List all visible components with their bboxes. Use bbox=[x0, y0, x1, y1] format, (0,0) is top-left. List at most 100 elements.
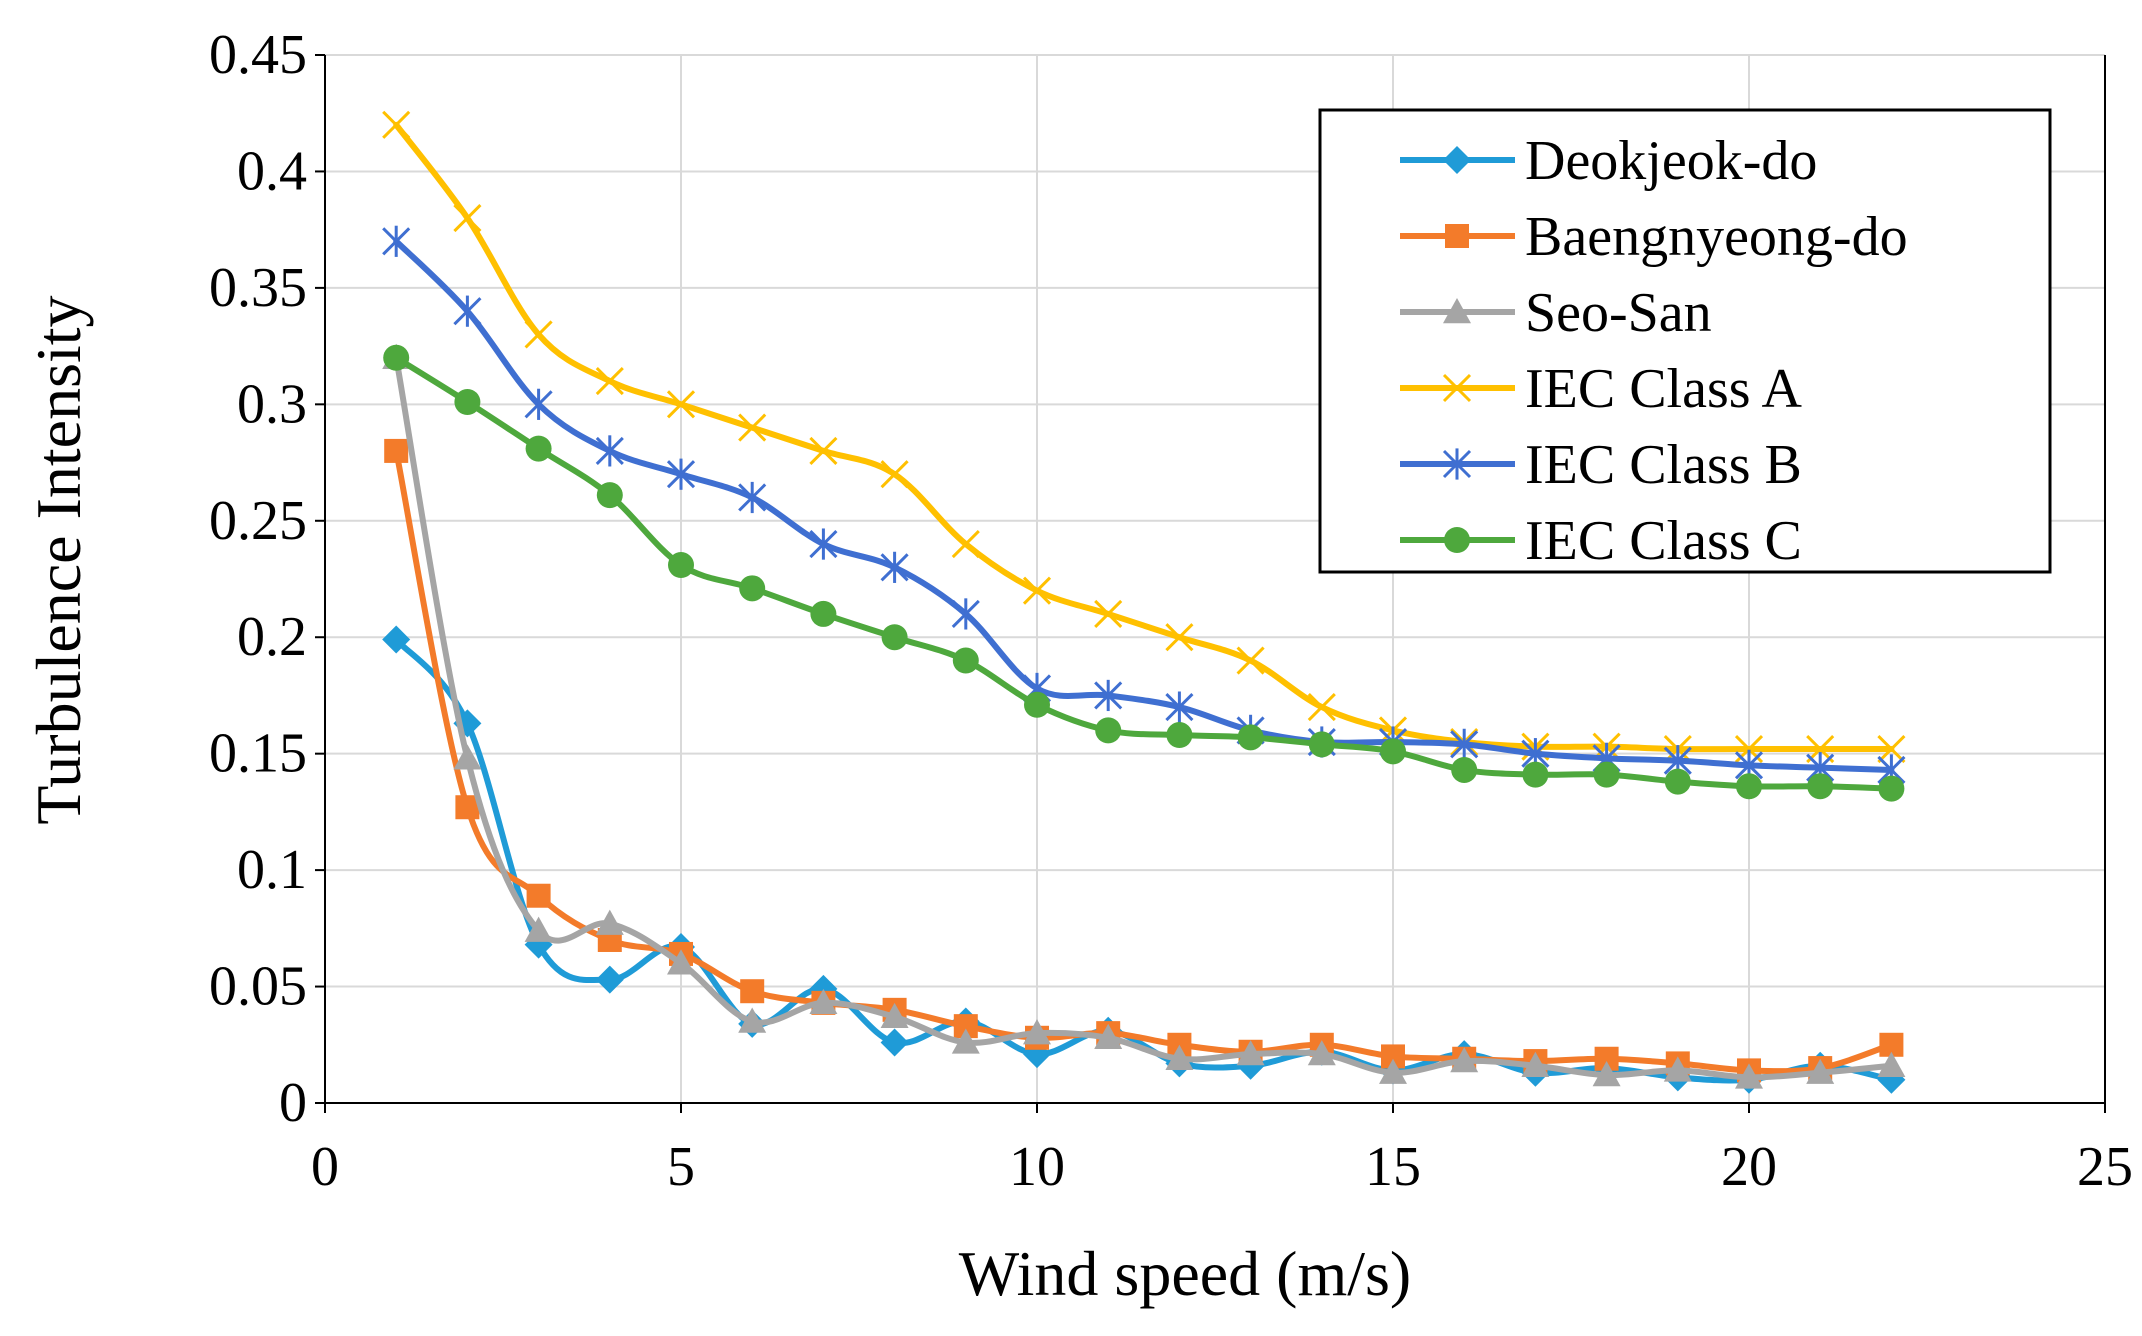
axes bbox=[315, 54, 2106, 1113]
legend-marker bbox=[1443, 298, 1471, 324]
legend-marker bbox=[1442, 373, 1472, 403]
data-point-stroke bbox=[951, 530, 980, 559]
data-point bbox=[1807, 773, 1834, 800]
y-tick-label: 0.4 bbox=[237, 140, 307, 202]
x-tick-label: 20 bbox=[1721, 1136, 1777, 1198]
data-point bbox=[1877, 734, 1906, 764]
data-point bbox=[738, 481, 767, 514]
legend-label: Deokjeok-do bbox=[1525, 130, 1817, 192]
legend-label: IEC Class C bbox=[1525, 510, 1802, 572]
data-point bbox=[740, 979, 765, 1004]
data-point-stroke bbox=[809, 436, 838, 465]
legend-marker bbox=[1442, 448, 1472, 480]
y-tick-label: 0.35 bbox=[209, 257, 307, 319]
data-point bbox=[880, 1002, 909, 1029]
data-point bbox=[383, 344, 410, 371]
series-2 bbox=[382, 343, 1906, 1089]
data-point-stroke bbox=[382, 110, 411, 139]
data-point bbox=[666, 458, 696, 490]
data-point bbox=[1806, 1058, 1835, 1084]
data-point bbox=[454, 389, 481, 416]
data-point-stroke bbox=[1022, 576, 1052, 605]
data-point bbox=[595, 909, 624, 935]
data-point bbox=[524, 916, 553, 942]
data-point-stroke bbox=[595, 366, 624, 396]
legend-item: Deokjeok-do bbox=[1400, 130, 1817, 192]
data-point bbox=[1877, 1051, 1906, 1077]
data-point bbox=[1307, 1040, 1336, 1066]
legend-label: IEC Class A bbox=[1525, 358, 1802, 420]
data-point bbox=[1236, 1040, 1265, 1066]
x-tick-label: 5 bbox=[667, 1136, 695, 1198]
data-point-stroke bbox=[666, 390, 696, 419]
data-point bbox=[1736, 773, 1762, 800]
data-point bbox=[1094, 599, 1123, 628]
data-point bbox=[1522, 761, 1549, 788]
data-point bbox=[1379, 1058, 1407, 1084]
data-point bbox=[526, 883, 551, 908]
data-point bbox=[1593, 761, 1620, 788]
data-point-stroke bbox=[453, 203, 482, 233]
legend-box bbox=[1318, 108, 2052, 574]
legend-marker bbox=[1444, 527, 1470, 553]
y-tick-label: 0.15 bbox=[209, 723, 307, 785]
tick-labels: 0 0.05 0.1 0.15 0.2 0.25 0.3 0.35 0.4 0.45 0 5 10 15 2… bbox=[209, 24, 2133, 1198]
data-point bbox=[525, 435, 552, 462]
data-point bbox=[1451, 756, 1478, 783]
data-point bbox=[1380, 738, 1406, 765]
data-point bbox=[1165, 1044, 1194, 1070]
data-point bbox=[596, 482, 623, 509]
y-tick-label: 0.1 bbox=[237, 839, 307, 901]
data-point bbox=[1022, 576, 1052, 605]
data-point bbox=[595, 435, 624, 467]
data-point bbox=[524, 320, 553, 349]
data-point bbox=[1237, 724, 1264, 751]
data-point-stroke bbox=[1877, 734, 1906, 764]
data-point bbox=[1024, 691, 1050, 718]
data-point bbox=[1878, 775, 1905, 802]
legend-item: IEC Class A bbox=[1400, 358, 1802, 420]
y-tick-label: 0.05 bbox=[209, 956, 307, 1018]
legend-item: IEC Class B bbox=[1400, 434, 1802, 496]
data-point-stroke bbox=[1307, 693, 1336, 722]
data-point bbox=[1166, 722, 1193, 749]
data-point bbox=[880, 460, 909, 489]
data-point bbox=[809, 988, 838, 1015]
data-point-stroke bbox=[1236, 646, 1265, 675]
data-point bbox=[1735, 1063, 1763, 1089]
data-point bbox=[1308, 731, 1335, 758]
data-point bbox=[880, 551, 909, 583]
data-point bbox=[1450, 1047, 1479, 1073]
legend-item: IEC Class C bbox=[1400, 510, 1802, 572]
data-point bbox=[1095, 717, 1122, 744]
data-point bbox=[1023, 1019, 1051, 1045]
data-point bbox=[951, 598, 980, 630]
x-tick-label: 10 bbox=[1009, 1136, 1065, 1198]
data-point bbox=[738, 413, 767, 442]
data-point bbox=[880, 1028, 909, 1057]
legend-marker bbox=[1445, 224, 1469, 248]
data-point bbox=[738, 1007, 767, 1033]
legend-label: IEC Class B bbox=[1525, 434, 1802, 496]
data-point bbox=[1307, 693, 1336, 722]
data-point bbox=[951, 1028, 980, 1054]
series-group bbox=[382, 110, 1906, 1094]
series-5 bbox=[383, 344, 1905, 802]
legend: Deokjeok-do Baengnyeong-do Seo-San IEC Clas… bbox=[1318, 108, 2052, 574]
data-point bbox=[951, 530, 980, 559]
data-point-stroke bbox=[524, 320, 553, 349]
data-point bbox=[382, 225, 411, 257]
data-point bbox=[952, 647, 979, 674]
data-point bbox=[453, 295, 482, 327]
y-tick-label: 0 bbox=[279, 1072, 307, 1134]
data-point bbox=[666, 390, 696, 419]
series-line bbox=[393, 238, 1895, 773]
x-axis-title: Wind speed (m/s) bbox=[959, 1238, 1411, 1309]
y-tick-label: 0.45 bbox=[209, 24, 307, 86]
y-axis-title: Turbulence Intensity bbox=[23, 295, 94, 824]
data-point bbox=[1165, 623, 1194, 652]
data-point bbox=[382, 625, 411, 654]
data-point bbox=[453, 744, 482, 770]
data-point bbox=[1664, 768, 1691, 795]
